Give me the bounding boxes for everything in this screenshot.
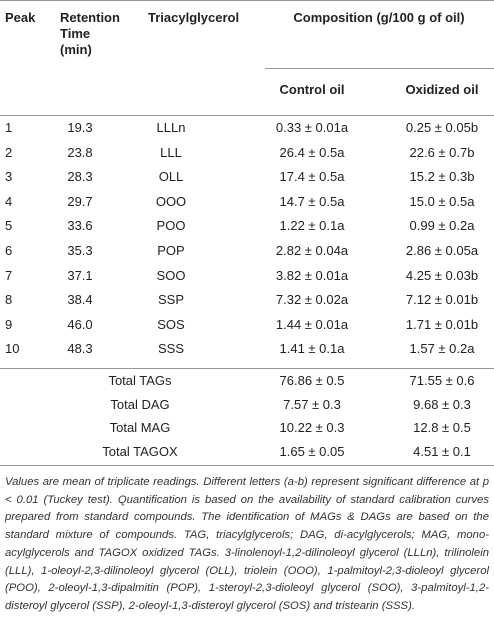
triacylglycerol: SSP — [157, 292, 185, 308]
control-value: 17.4 ± 0.5a — [279, 169, 345, 185]
control-value: 3.82 ± 0.01a — [275, 267, 349, 283]
control-value: 76.86 ± 0.5 — [279, 373, 345, 388]
oxidized-value: 71.55 ± 0.6 — [409, 373, 475, 388]
peak: 4 — [5, 193, 13, 209]
control-value: 26.4 ± 0.5a — [279, 144, 345, 160]
triacylglycerol: OLL — [158, 169, 184, 185]
peak: 2 — [5, 144, 13, 160]
triacylglycerol: POO — [156, 218, 186, 234]
triacylglycerol: POP — [157, 243, 185, 258]
peak: 10 — [5, 341, 20, 357]
peak: 3 — [5, 169, 13, 185]
header-control: Control oil — [279, 82, 345, 97]
oxidized-value: 4.51 ± 0.1 — [413, 443, 471, 459]
oxidized-value: 15.2 ± 0.3b — [409, 169, 475, 185]
retention-time: 37.1 — [67, 267, 93, 283]
total-label: Total TAGOX — [102, 443, 178, 459]
control-value: 14.7 ± 0.5a — [279, 193, 345, 209]
control-value: 1.41 ± 0.1a — [279, 341, 345, 357]
retention-time: 46.0 — [67, 316, 93, 332]
header-peak: Peak — [5, 10, 36, 25]
peak: 8 — [5, 292, 13, 308]
retention-time: 19.3 — [67, 120, 93, 135]
peak: 1 — [5, 120, 13, 135]
control-value: 7.57 ± 0.3 — [283, 396, 341, 412]
control-value: 1.22 ± 0.1a — [279, 218, 345, 234]
oxidized-value: 15.0 ± 0.5a — [409, 193, 475, 209]
oxidized-value: 4.25 ± 0.03b — [405, 267, 479, 283]
retention-time: 35.3 — [67, 243, 93, 258]
retention-time: 29.7 — [67, 193, 93, 209]
total-label: Total DAG — [110, 396, 170, 412]
peak: 6 — [5, 243, 13, 258]
rule — [0, 465, 494, 466]
header-tag: Triacylglycerol — [148, 10, 240, 25]
retention-time: 23.8 — [67, 144, 93, 160]
oxidized-value: 7.12 ± 0.01b — [405, 292, 479, 308]
oxidized-value: 1.57 ± 0.2a — [409, 341, 475, 357]
oxidized-value: 0.99 ± 0.2a — [409, 218, 475, 234]
retention-time: 28.3 — [67, 169, 93, 185]
rule — [0, 115, 494, 116]
rule — [265, 68, 494, 69]
peak: 9 — [5, 316, 13, 332]
control-value: 1.44 ± 0.01a — [275, 316, 349, 332]
header-oxidized: Oxidized oil — [405, 82, 479, 97]
peak: 5 — [5, 218, 13, 234]
triacylglycerol: SSS — [157, 341, 185, 357]
oxidized-value: 12.8 ± 0.5 — [413, 420, 471, 435]
control-value: 10.22 ± 0.3 — [279, 420, 345, 435]
peak: 7 — [5, 267, 13, 283]
retention-time: 33.6 — [67, 218, 93, 234]
triacylglycerol: SOO — [156, 267, 186, 283]
retention-time: 48.3 — [67, 341, 93, 357]
footnote: Values are mean of triplicate readings. … — [5, 476, 489, 612]
total-label: Total MAG — [109, 420, 171, 435]
rule — [0, 0, 494, 1]
header-retention: Retention Time (min) — [60, 10, 120, 57]
oxidized-value: 2.86 ± 0.05a — [405, 243, 479, 258]
oxidized-value: 9.68 ± 0.3 — [413, 396, 471, 412]
triacylglycerol: LLL — [160, 144, 182, 160]
control-value: 7.32 ± 0.02a — [275, 292, 349, 308]
control-value: 1.65 ± 0.05 — [279, 443, 345, 459]
oxidized-value: 1.71 ± 0.01b — [405, 316, 479, 332]
triacylglycerol: OOO — [155, 193, 187, 209]
triacylglycerol: SOS — [157, 316, 185, 332]
rule — [0, 368, 494, 369]
control-value: 2.82 ± 0.04a — [275, 243, 349, 258]
header-composition: Composition (g/100 g of oil) — [293, 10, 465, 25]
oxidized-value: 22.6 ± 0.7b — [409, 144, 475, 160]
total-label: Total TAGs — [108, 373, 172, 388]
triacylglycerol: LLLn — [156, 120, 186, 135]
retention-time: 38.4 — [67, 292, 93, 308]
control-value: 0.33 ± 0.01a — [275, 120, 349, 135]
oxidized-value: 0.25 ± 0.05b — [405, 120, 479, 135]
